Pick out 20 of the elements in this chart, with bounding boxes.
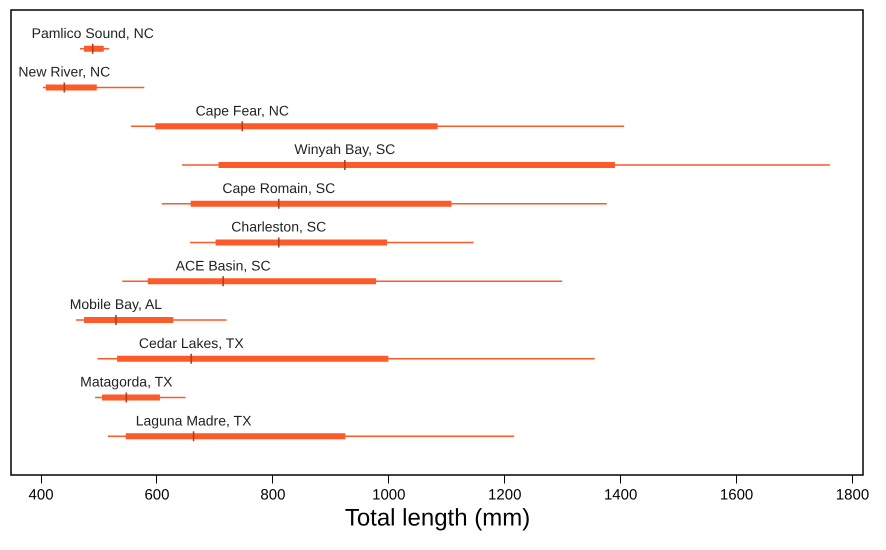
x-tick-label: 1200 <box>488 486 522 504</box>
x-tick-label: 1000 <box>372 486 406 504</box>
x-tick-label: 400 <box>28 486 54 504</box>
x-tick-label: 1600 <box>720 486 754 504</box>
y-tick-label: Matagorda, TX <box>80 374 174 390</box>
y-tick-label: New River, NC <box>18 64 110 80</box>
y-tick-label: Cape Fear, NC <box>196 102 289 118</box>
y-tick-label: ACE Basin, SC <box>176 257 271 274</box>
y-tick-label: Winyah Bay, SC <box>294 141 396 157</box>
x-tick-label: 1400 <box>604 486 638 504</box>
y-tick-label: Charleston, SC <box>231 218 326 234</box>
x-tick-label: 600 <box>144 486 170 504</box>
y-tick-label: Cape Romain, SC <box>222 180 336 196</box>
x-tick-label: 1800 <box>836 486 870 504</box>
y-tick-label: Cedar Lakes, TX <box>138 334 244 351</box>
y-tick-label: Pamlico Sound, NC <box>32 24 154 41</box>
y-tick-label: Mobile Bay, AL <box>70 296 162 312</box>
x-axis-title: Total length (mm) <box>344 504 530 532</box>
x-tick-label: 800 <box>260 486 286 504</box>
y-tick-label: Laguna Madre, TX <box>136 412 252 428</box>
